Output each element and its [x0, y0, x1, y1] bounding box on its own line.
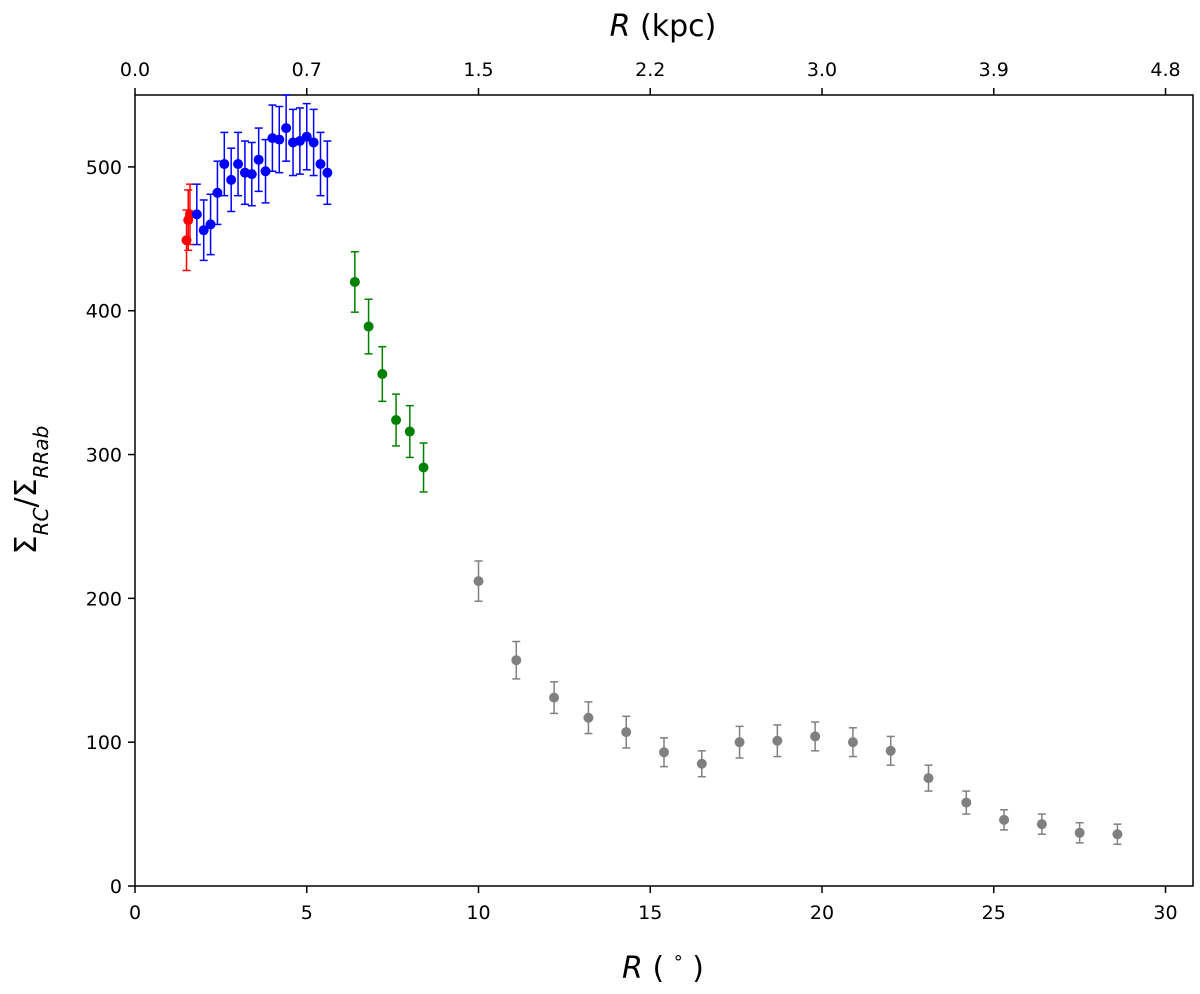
- data-point: [363, 321, 374, 332]
- data-point: [1074, 827, 1085, 838]
- series-red: [181, 183, 195, 272]
- y-axis-title: ΣRC/ΣRRab: [9, 426, 53, 555]
- x-tick-label: 25: [982, 902, 1006, 924]
- x-axis-title: R ( ° ): [622, 951, 704, 986]
- top-x-tick-label: 0.0: [120, 59, 150, 81]
- x-tick-label: 10: [466, 902, 490, 924]
- data-point: [549, 692, 560, 703]
- x-tick-label: 5: [301, 902, 313, 924]
- y-tick-label: 500: [86, 157, 122, 179]
- top-x-axis-unit: (kpc): [631, 9, 717, 44]
- data-point: [511, 655, 522, 666]
- series-grey: [473, 560, 1123, 846]
- y-axis-sigma-1: Σ: [9, 535, 44, 554]
- data-point: [181, 235, 192, 246]
- x-axis-var: R: [622, 951, 643, 986]
- y-tick-label: 100: [86, 732, 122, 754]
- data-point: [583, 712, 594, 723]
- data-point: [961, 797, 972, 808]
- data-point: [885, 745, 896, 756]
- x-axis-unit-close: ): [683, 951, 704, 986]
- data-point: [198, 225, 209, 236]
- data-point: [212, 187, 223, 198]
- data-point: [184, 209, 195, 220]
- data-point: [253, 154, 264, 165]
- data-point: [847, 737, 858, 748]
- x-tick-label: 0: [129, 902, 141, 924]
- data-point: [274, 134, 285, 145]
- data-point: [233, 159, 244, 170]
- y-tick-label: 0: [110, 876, 122, 898]
- y-tick-label: 400: [86, 301, 122, 323]
- data-point: [308, 137, 319, 148]
- data-point: [349, 276, 360, 287]
- top-x-axis-var: R: [610, 9, 631, 44]
- data-point: [659, 747, 669, 758]
- series-blue: [191, 94, 333, 262]
- x-tick-label: 30: [1153, 902, 1177, 924]
- y-tick-label: 200: [86, 588, 122, 610]
- data-point: [621, 727, 632, 738]
- data-point: [301, 131, 312, 142]
- data-point: [315, 159, 326, 170]
- y-tick-label: 300: [86, 445, 122, 467]
- top-x-axis-title: R (kpc): [610, 9, 717, 44]
- top-x-tick-label: 0.7: [292, 59, 322, 81]
- data-point: [404, 426, 415, 437]
- data-point: [418, 462, 429, 473]
- data-point: [999, 814, 1010, 825]
- axes: [134, 94, 1194, 887]
- x-tick-label: 20: [810, 902, 834, 924]
- x-axis-unit-open: (: [643, 951, 674, 986]
- data-point: [219, 159, 230, 170]
- data-point: [696, 758, 707, 769]
- data-point: [191, 209, 202, 220]
- x-tick-label: 15: [638, 902, 662, 924]
- data-point: [772, 735, 783, 746]
- data-point: [810, 731, 821, 742]
- data-point: [281, 123, 292, 134]
- data-point: [391, 415, 402, 426]
- data-point: [377, 369, 388, 380]
- data-point: [205, 219, 216, 230]
- ticks: 0 5 10 15 20 25 30 0.0 0.7 1.5 2.2 3.0 3.9 4.8 0 100 200…: [86, 59, 1181, 924]
- data-point: [226, 174, 237, 185]
- data-point: [246, 169, 257, 180]
- top-x-tick-label: 2.2: [635, 59, 665, 81]
- data-point: [1112, 829, 1123, 840]
- y-axis-slash: /: [9, 496, 44, 507]
- data-point: [1036, 819, 1047, 830]
- y-axis-sub-rrab: RRab: [29, 426, 53, 479]
- data-point: [734, 737, 745, 748]
- data-point: [260, 166, 271, 177]
- plot-frame: [134, 94, 1194, 887]
- y-axis-sub-rc: RC: [29, 507, 53, 535]
- top-x-tick-label: 3.9: [979, 59, 1009, 81]
- top-x-tick-label: 3.0: [807, 59, 837, 81]
- y-axis-sigma-2: Σ: [9, 478, 44, 497]
- x-axis-unit: °: [674, 952, 683, 973]
- series-green: [349, 251, 429, 493]
- data-marks: [181, 94, 1123, 846]
- data-point: [322, 167, 333, 178]
- data-point: [923, 773, 934, 784]
- top-x-tick-label: 4.8: [1150, 59, 1180, 81]
- data-point: [473, 576, 484, 587]
- top-x-tick-label: 1.5: [463, 59, 493, 81]
